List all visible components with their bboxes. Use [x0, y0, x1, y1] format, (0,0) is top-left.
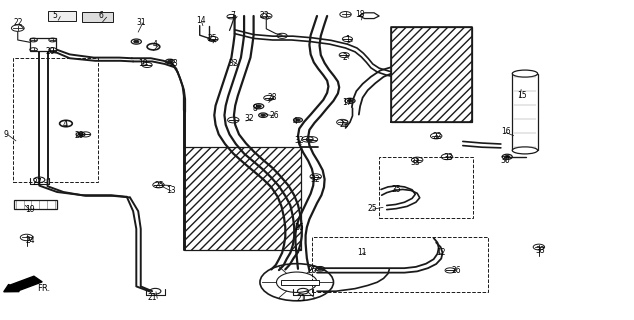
Text: FR.: FR.: [37, 284, 50, 293]
Text: 20: 20: [46, 47, 55, 56]
Text: 7: 7: [230, 12, 235, 20]
Circle shape: [256, 105, 261, 108]
Text: 15: 15: [517, 92, 526, 100]
Text: 31: 31: [136, 18, 146, 27]
Bar: [30, 38, 56, 51]
Bar: [82, 12, 113, 22]
Text: 1: 1: [346, 36, 350, 44]
Text: 26: 26: [269, 111, 279, 120]
Text: 25: 25: [208, 34, 217, 43]
Text: 9: 9: [3, 130, 8, 139]
Text: 18: 18: [355, 10, 365, 19]
Bar: [14, 200, 57, 209]
Circle shape: [134, 40, 139, 43]
Text: 33: 33: [536, 246, 545, 255]
Text: 33: 33: [168, 60, 178, 68]
Circle shape: [347, 100, 353, 102]
Text: 6: 6: [98, 12, 103, 20]
Text: 30: 30: [501, 156, 510, 165]
Text: 14: 14: [197, 16, 206, 25]
Text: 4: 4: [152, 40, 157, 49]
Text: 12: 12: [436, 248, 446, 257]
Text: 8: 8: [252, 104, 257, 113]
Bar: [281, 280, 319, 285]
Bar: [391, 27, 472, 122]
Text: 4: 4: [293, 117, 298, 126]
Text: 26: 26: [294, 223, 304, 232]
Text: 22: 22: [339, 120, 349, 129]
Bar: [312, 237, 488, 292]
Text: 29: 29: [75, 131, 84, 140]
Ellipse shape: [512, 147, 538, 154]
Bar: [13, 58, 98, 182]
Bar: [184, 147, 301, 250]
Text: 24: 24: [25, 236, 35, 245]
Text: 11: 11: [357, 248, 366, 257]
Text: 32: 32: [294, 136, 304, 145]
Circle shape: [505, 156, 510, 158]
Text: 33: 33: [444, 153, 453, 162]
Text: 25: 25: [368, 204, 377, 213]
Text: 32: 32: [311, 175, 320, 184]
Text: 22: 22: [432, 132, 442, 141]
Text: 2: 2: [342, 53, 347, 62]
Text: 25: 25: [154, 181, 164, 190]
Text: 22: 22: [14, 18, 23, 27]
Circle shape: [295, 119, 300, 121]
Text: 23: 23: [260, 12, 269, 20]
Bar: [512, 74, 538, 150]
Text: 27: 27: [33, 178, 42, 187]
FancyArrow shape: [4, 276, 42, 292]
Text: 33: 33: [411, 158, 420, 167]
Text: 21: 21: [297, 294, 306, 303]
Text: 32: 32: [228, 60, 238, 68]
Text: 16: 16: [501, 127, 510, 136]
Text: 19: 19: [25, 205, 35, 214]
Text: 13: 13: [166, 186, 176, 195]
Circle shape: [79, 133, 82, 136]
Text: 21: 21: [147, 293, 157, 302]
Text: 5: 5: [52, 12, 57, 20]
Bar: [379, 157, 473, 218]
Text: 25: 25: [392, 185, 401, 194]
Text: 28: 28: [268, 93, 277, 102]
Text: 4: 4: [62, 120, 67, 129]
Circle shape: [261, 114, 265, 116]
Text: 25: 25: [307, 266, 317, 275]
Text: 10: 10: [138, 60, 148, 68]
Circle shape: [167, 60, 172, 63]
Bar: [48, 11, 76, 21]
Text: 32: 32: [244, 114, 254, 123]
Text: 17: 17: [342, 98, 352, 107]
Ellipse shape: [512, 70, 538, 77]
Text: 26: 26: [451, 266, 461, 275]
Circle shape: [318, 268, 322, 270]
